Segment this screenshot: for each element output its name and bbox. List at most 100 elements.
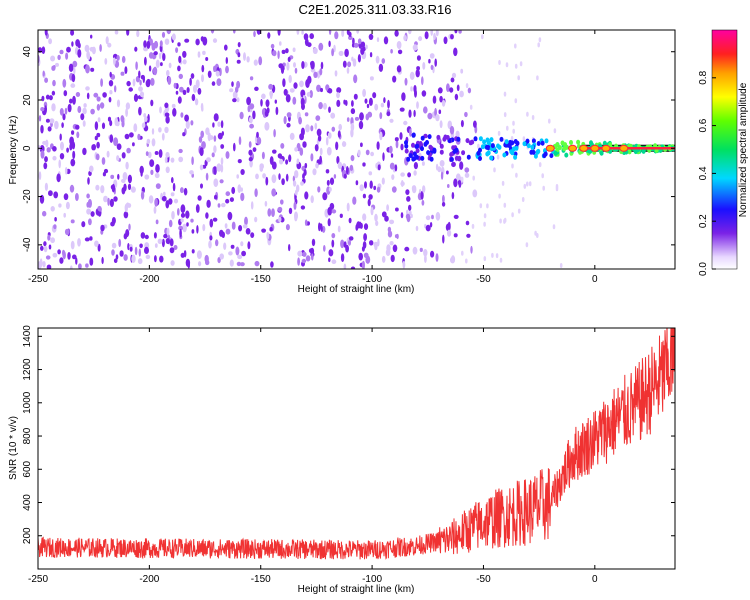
noise-dot [430,250,435,258]
noise-dot [185,120,190,129]
noise-dot [228,251,233,256]
noise-dot [311,253,314,261]
noise-dot [63,193,69,201]
noise-dot [408,210,412,216]
noise-dot [388,145,393,154]
noise-dot [434,58,438,67]
spectrogram-y-label: Frequency (Hz) [8,116,19,185]
noise-dot [169,247,175,254]
ridge-dot [486,145,491,151]
noise-dot [460,68,464,74]
noise-dot [155,59,160,68]
noise-dot [84,44,90,53]
noise-dot [299,147,304,156]
noise-dot [254,86,259,92]
noise-dot [331,209,337,214]
noise-dot [100,78,103,87]
noise-dot [364,181,367,189]
noise-dot [111,183,116,193]
ridge-dot [465,138,470,144]
noise-dot [387,230,393,238]
noise-dot [107,116,112,122]
noise-dot [369,240,374,246]
noise-dot [430,64,434,70]
noise-dot [116,99,121,108]
noise-dot [133,123,138,133]
noise-dot [451,192,455,200]
noise-dot [91,46,96,55]
noise-dot [506,125,509,131]
noise-dot [277,30,281,36]
noise-dot [161,31,166,38]
noise-dot [158,52,162,60]
noise-dot [190,73,195,79]
noise-dot [103,195,108,203]
snr-y-label: SNR (10 * v/v) [8,416,19,480]
noise-dot [246,96,252,106]
noise-dot [126,147,131,154]
noise-dot [315,115,321,121]
noise-dot [472,175,476,181]
noise-dot [236,261,242,267]
noise-dot [391,186,397,193]
noise-dot [351,56,354,62]
noise-dot [353,74,358,84]
ridge-dot [411,142,415,148]
noise-dot [498,60,501,65]
noise-dot [366,103,370,109]
noise-dot [456,84,460,92]
noise-dot [146,138,151,145]
noise-dot [225,57,228,64]
noise-dot [522,136,526,142]
noise-dot [327,132,332,139]
ridge-dot [470,139,475,145]
ridge-dot [489,155,494,161]
noise-dot [64,167,68,175]
noise-dot [56,173,61,183]
noise-dot [375,55,380,64]
noise-dot [453,178,458,188]
noise-dot [125,102,131,110]
ridge-dot [427,134,432,140]
ridge-dot [406,156,411,162]
noise-dot [162,53,166,61]
noise-dot [341,141,347,148]
noise-dot [167,76,172,85]
noise-dot [59,49,64,55]
noise-dot [434,107,437,117]
noise-dot [219,253,224,260]
noise-dot [360,47,365,55]
noise-dot [481,34,484,40]
noise-dot [101,122,106,130]
noise-dot [505,62,509,68]
noise-dot [116,155,120,162]
ridge-dot [490,143,495,149]
noise-dot [108,96,112,103]
noise-dot [327,206,333,216]
noise-dot [90,34,93,39]
noise-dot [199,164,204,171]
noise-dot [334,31,339,40]
noise-dot [76,131,80,139]
x-tick-label: -250 [28,574,48,585]
noise-dot [425,224,431,232]
noise-dot [139,165,144,174]
noise-dot [421,90,427,97]
noise-dot [380,102,385,108]
ridge-dot [404,148,409,154]
noise-dot [495,253,499,259]
noise-dot [209,218,214,228]
noise-dot [325,169,330,174]
noise-dot [201,141,206,150]
noise-dot [464,111,468,118]
noise-dot [548,118,551,124]
noise-dot [427,112,433,120]
snr-x-ticks: -250 -200 -150 -100 -50 0 [28,328,598,585]
noise-dot [350,155,355,162]
noise-dot [240,192,245,202]
noise-dot [116,143,122,150]
noise-dot [312,168,317,176]
ridge-dot [404,143,409,149]
noise-dot [292,47,296,53]
